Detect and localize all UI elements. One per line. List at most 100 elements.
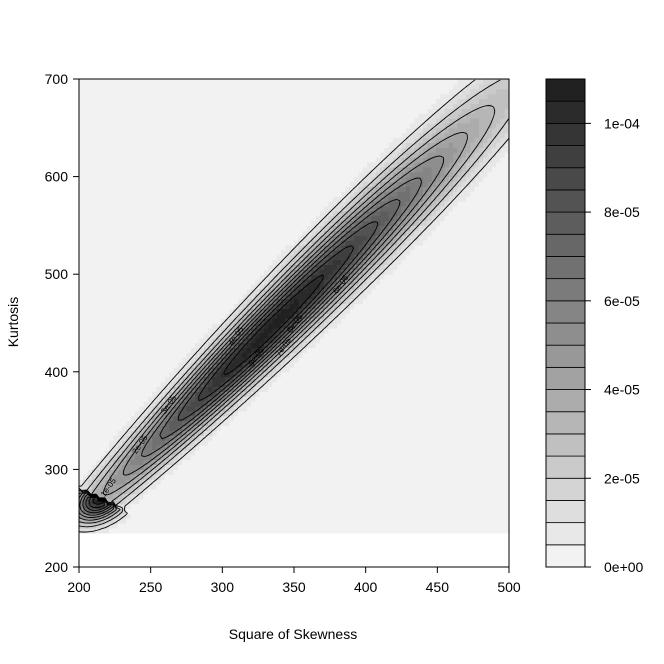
density-cell xyxy=(294,210,299,217)
density-cell xyxy=(182,176,188,183)
density-cell xyxy=(139,225,145,231)
density-cell xyxy=(182,274,188,280)
density-cell xyxy=(298,376,304,383)
density-cell xyxy=(139,415,145,422)
density-cell xyxy=(91,279,97,285)
density-cell xyxy=(156,503,162,510)
density-cell xyxy=(96,449,102,456)
density-cell xyxy=(126,161,132,168)
density-cell xyxy=(246,410,252,417)
density-cell xyxy=(298,308,304,314)
density-cell xyxy=(126,293,132,300)
density-cell xyxy=(173,166,179,173)
density-cell xyxy=(298,108,304,114)
density-cell xyxy=(169,279,175,285)
density-cell xyxy=(285,186,291,192)
density-cell xyxy=(156,249,162,256)
density-cell xyxy=(225,396,231,402)
density-cell xyxy=(79,191,84,197)
density-cell xyxy=(233,186,239,192)
density-cell xyxy=(91,440,97,446)
density-cell xyxy=(216,166,222,173)
density-cell xyxy=(165,405,170,412)
density-cell xyxy=(246,147,252,153)
density-cell xyxy=(229,181,235,187)
density-cell xyxy=(173,332,179,339)
density-cell xyxy=(186,508,192,514)
density-cell xyxy=(285,391,291,397)
density-cell xyxy=(169,93,175,100)
density-cell xyxy=(190,376,196,383)
density-cell xyxy=(268,98,274,104)
density-cell xyxy=(268,386,274,392)
density-cell xyxy=(109,293,114,300)
density-cell xyxy=(220,283,226,290)
density-cell xyxy=(173,103,179,109)
density-cell xyxy=(298,420,304,427)
density-cell xyxy=(298,225,304,231)
density-cell xyxy=(130,391,136,397)
density-cell xyxy=(272,235,278,241)
density-cell xyxy=(268,181,274,187)
density-cell xyxy=(298,152,304,158)
density-cell xyxy=(289,249,295,256)
density-cell xyxy=(134,132,140,139)
density-cell xyxy=(117,401,123,407)
density-cell xyxy=(285,386,291,392)
density-cell xyxy=(139,269,145,275)
density-cell xyxy=(147,366,153,373)
density-cell xyxy=(122,464,127,470)
density-cell xyxy=(190,93,196,100)
density-cell xyxy=(104,230,110,236)
density-cell xyxy=(190,201,196,207)
density-cell xyxy=(79,254,84,261)
density-cell xyxy=(255,230,261,236)
density-cell xyxy=(104,161,110,168)
density-cell xyxy=(147,244,153,251)
density-cell xyxy=(233,332,239,339)
density-cell xyxy=(190,108,196,114)
density-cell xyxy=(255,484,261,490)
density-cell xyxy=(113,332,119,339)
density-cell xyxy=(208,210,213,217)
density-cell xyxy=(100,435,106,441)
density-cell xyxy=(143,201,149,207)
density-cell xyxy=(238,83,243,90)
density-cell xyxy=(195,479,200,485)
density-cell xyxy=(203,259,209,266)
density-cell xyxy=(298,513,304,519)
density-cell xyxy=(87,225,93,231)
density-cell xyxy=(182,430,188,436)
density-cell xyxy=(160,205,166,212)
density-cell xyxy=(182,269,188,275)
density-cell xyxy=(147,503,153,510)
density-cell xyxy=(212,391,218,397)
density-cell xyxy=(139,498,145,505)
density-cell xyxy=(134,166,140,173)
density-cell xyxy=(109,435,114,441)
density-cell xyxy=(251,132,256,139)
density-cell xyxy=(173,186,179,192)
density-cell xyxy=(122,176,127,183)
density-cell xyxy=(122,83,127,90)
density-cell xyxy=(104,318,110,324)
density-cell xyxy=(130,415,136,422)
density-cell xyxy=(246,459,252,466)
density-cell xyxy=(285,420,291,427)
density-cell xyxy=(130,493,136,500)
density-cell xyxy=(229,259,235,266)
density-cell xyxy=(212,342,218,348)
density-cell xyxy=(195,405,200,412)
density-cell xyxy=(87,161,93,168)
density-cell xyxy=(177,181,183,187)
density-cell xyxy=(298,479,304,485)
density-cell xyxy=(83,191,89,197)
density-cell xyxy=(104,484,110,490)
density-cell xyxy=(134,93,140,100)
density-cell xyxy=(246,288,252,295)
density-cell xyxy=(216,445,222,451)
density-cell xyxy=(302,410,308,417)
density-cell xyxy=(259,283,265,290)
density-cell xyxy=(195,283,200,290)
density-cell xyxy=(281,420,286,427)
